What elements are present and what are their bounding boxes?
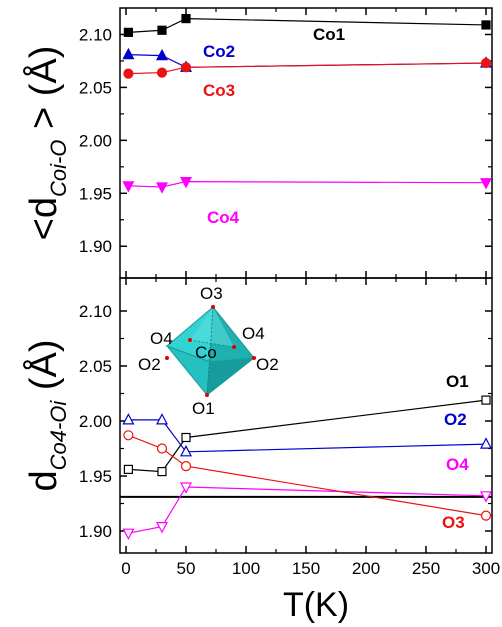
x-tick-label: 300 [472,559,500,578]
data-point-o3 [123,430,134,441]
data-point-o3 [180,461,192,472]
series-label-o1: O1 [446,372,469,391]
data-point-o2 [180,445,192,457]
y-tick-label: 2.00 [79,131,112,150]
data-point-o3 [156,443,168,454]
atom-o4-right [232,345,236,349]
data-point-co2 [122,47,135,60]
data-point-o1 [157,467,167,477]
series-label-co1: Co1 [313,25,345,44]
atom-o4-left [188,338,192,342]
data-point-o1 [181,432,191,443]
data-point-o1 [481,395,491,405]
series-label-co2: Co2 [203,42,235,61]
data-point-o2 [122,413,135,425]
series-label-o4: O4 [446,455,469,474]
y-tick-label: 2.05 [79,78,112,97]
series-label-o2: O2 [444,410,467,429]
atom-o2-right [252,356,256,360]
atom-o1 [205,393,209,397]
series-line-o1 [128,399,487,473]
x-tick-label: 150 [292,559,320,578]
inset-label-o2-left: O2 [138,355,161,374]
series-line-co1 [128,17,487,33]
inset-label-o1: O1 [192,399,215,418]
octahedron-inset: Co O3 O4 O4 O2 O2 O1 [138,284,279,418]
x-tick-label: 100 [232,559,260,578]
x-tick-label: 250 [412,559,440,578]
series-line-co4 [128,181,487,188]
data-point-co4 [122,181,135,193]
data-point-co2 [156,48,168,61]
y-tick-label: 1.90 [79,237,112,256]
y-tick-label: 1.90 [79,522,112,541]
series-label-co4: Co4 [207,208,240,227]
bottom-panel: 1.90 1.95 2.00 2.05 2.10 0 50 100 150 200 250 300 T(… [21,277,500,624]
y-tick-label: 2.10 [79,25,112,44]
data-point-co1 [181,13,191,24]
x-tick-label: 50 [177,559,196,578]
octa-edge [189,339,235,348]
data-point-co4 [180,177,192,189]
inset-label-o3: O3 [200,284,223,303]
data-point-o2 [480,437,492,449]
series-line-o2 [128,419,487,453]
x-tick-label: 200 [352,559,380,578]
series-line-o4 [128,486,487,534]
series-line-co3 [128,62,487,75]
inset-label-o2-right: O2 [256,355,279,374]
data-point-o3 [480,510,492,521]
y-axis-label: dCo4-Oi (Å) [21,339,71,491]
y-tick-label: 1.95 [79,467,112,486]
y-tick-label: 2.10 [79,302,112,321]
plot-frame [119,277,493,554]
inset-label-o4-left: O4 [150,329,173,348]
series-label-o3: O3 [442,513,465,532]
plot-frame [119,7,493,279]
data-point-co3 [180,62,192,73]
data-point-o4 [122,528,135,540]
data-point-o4 [180,482,192,494]
data-point-o1 [123,464,134,474]
data-point-co1 [123,27,134,37]
data-point-co1 [481,20,491,30]
inset-label-o4-right: O4 [242,324,265,343]
y-tick-label: 2.05 [79,357,112,376]
x-tick-label: 0 [121,559,130,578]
y-tick-label: 2.00 [79,412,112,431]
inset-center-label: Co [195,343,217,362]
data-point-co4 [156,182,168,194]
series-label-co3: Co3 [203,81,235,100]
data-point-co1 [157,25,167,35]
x-axis-label: T(K) [283,586,349,624]
atom-o3 [211,305,215,309]
top-panel: 1.90 1.95 2.00 2.05 2.10 <dCoi-O > (Å) Co1 Co2 C… [21,7,493,279]
data-point-o4 [156,521,168,534]
atom-o2-left [165,356,169,360]
octa-edge [206,306,214,396]
data-point-co3 [123,68,134,79]
data-point-o4 [480,491,492,503]
y-axis-label: <dCoi-O > (Å) [21,46,71,241]
data-point-o2 [156,413,168,425]
y-tick-label: 1.95 [79,184,112,203]
series-line-o3 [128,434,487,517]
data-point-co4 [480,178,492,190]
octa-face-right-lower [206,357,256,397]
data-point-co3 [480,57,492,69]
data-point-co3 [156,67,168,78]
